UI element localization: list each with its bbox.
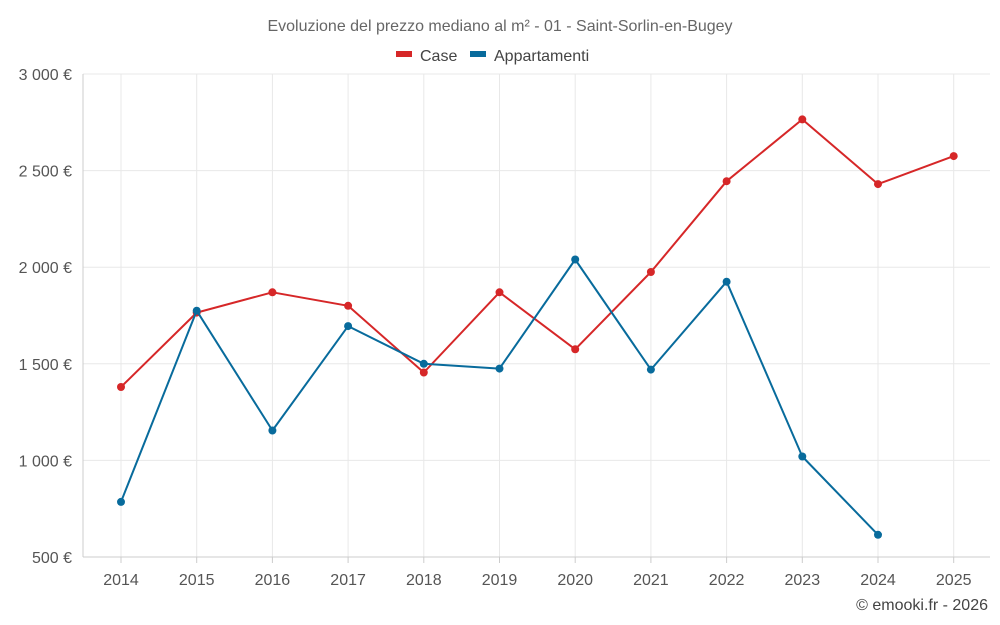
data-point-appartamenti <box>344 322 353 331</box>
data-point-case <box>419 368 428 377</box>
series <box>117 115 958 539</box>
y-tick-label: 500 € <box>32 550 72 567</box>
x-tick-label: 2017 <box>330 572 366 589</box>
data-point-appartamenti <box>495 364 504 373</box>
legend-item-case[interactable]: Case <box>396 48 457 65</box>
data-point-case <box>571 345 580 354</box>
x-tick-label: 2021 <box>633 572 669 589</box>
x-tick-label: 2020 <box>557 572 593 589</box>
data-point-appartamenti <box>117 497 125 506</box>
data-point-case <box>949 152 958 161</box>
data-point-case <box>798 115 807 124</box>
x-tick-label: 2023 <box>785 572 821 589</box>
x-tick-label: 2022 <box>709 572 745 589</box>
data-point-appartamenti <box>268 426 277 435</box>
x-tick-label: 2015 <box>179 572 215 589</box>
legend-label-case: Case <box>420 48 457 65</box>
x-tick-label: 2014 <box>103 572 139 589</box>
axes: 500 € 1 000 € 1 500 € 2 000 € 2 500 € 3 000 €… <box>19 67 990 589</box>
y-tick-label: 1 500 € <box>19 357 72 374</box>
chart-title: Evoluzione del prezzo mediano al m² - 01… <box>267 18 732 35</box>
x-tick-label: 2019 <box>482 572 518 589</box>
legend-swatch-case <box>396 51 412 57</box>
x-tick-label: 2016 <box>255 572 291 589</box>
data-point-appartamenti <box>874 530 882 539</box>
data-point-appartamenti <box>571 255 580 264</box>
data-point-appartamenti <box>722 277 731 286</box>
legend: Case Appartamenti <box>396 48 589 65</box>
data-point-case <box>117 383 125 391</box>
data-point-appartamenti <box>419 359 428 368</box>
data-point-case <box>722 177 731 186</box>
data-point-case <box>646 268 655 276</box>
y-tick-label: 2 000 € <box>19 260 72 277</box>
legend-swatch-appartamenti <box>470 51 486 57</box>
x-tick-label: 2018 <box>406 572 442 589</box>
legend-item-appartamenti[interactable]: Appartamenti <box>470 48 589 65</box>
y-tick-label: 3 000 € <box>19 67 72 84</box>
legend-label-appartamenti: Appartamenti <box>494 48 589 65</box>
data-point-case <box>495 288 504 297</box>
x-tick-label: 2024 <box>860 572 896 589</box>
data-point-appartamenti <box>192 306 201 315</box>
data-point-case <box>874 180 882 189</box>
credit-text: © emooki.fr - 2026 <box>856 597 988 614</box>
data-point-case <box>344 301 353 310</box>
data-point-case <box>268 288 277 297</box>
data-point-appartamenti <box>646 365 655 374</box>
y-tick-label: 1 000 € <box>19 453 72 470</box>
series-line-case <box>120 118 955 388</box>
data-point-appartamenti <box>798 452 807 461</box>
y-tick-label: 2 500 € <box>19 164 72 181</box>
x-tick-label: 2025 <box>936 572 972 589</box>
